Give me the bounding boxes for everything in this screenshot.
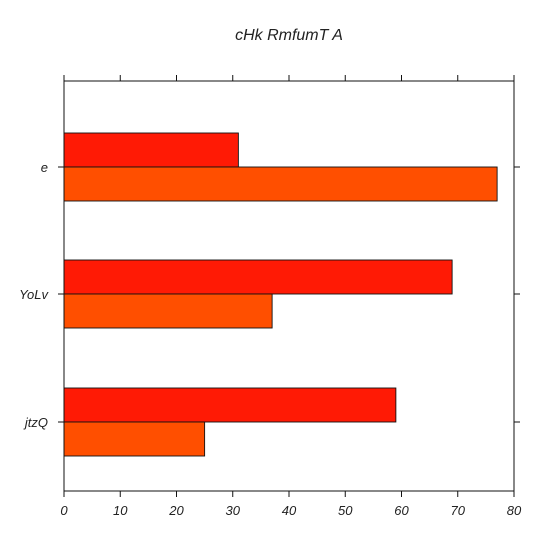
x-tick-label-20: 20 [168,503,184,518]
x-tick-label-80: 80 [507,503,522,518]
bar-jtzQ-series-1 [63,387,397,423]
y-category-label-jtzQ: jtzQ [23,415,48,430]
bar-YoLv-series-2 [63,293,273,329]
ticks-layer [58,75,520,497]
x-tick-label-0: 0 [60,503,68,518]
chart-title: cHk RmfumT A [235,27,343,44]
bars-layer [63,132,498,457]
x-tick-label-40: 40 [282,503,297,518]
bar-YoLv-series-1 [63,259,453,295]
bar-e-series-1 [63,132,239,168]
bar-e-series-2 [63,166,498,202]
labels-layer: 0 10 20 30 40 50 60 70 80 e YoLv jtzQ [19,160,522,518]
x-tick-label-10: 10 [113,503,128,518]
bar-jtzQ-series-2 [63,421,206,457]
x-tick-label-60: 60 [394,503,409,518]
x-tick-label-50: 50 [338,503,353,518]
x-tick-label-30: 30 [226,503,241,518]
x-tick-label-70: 70 [451,503,466,518]
y-category-label-YoLv: YoLv [19,287,49,302]
y-category-label-e: e [41,160,48,175]
